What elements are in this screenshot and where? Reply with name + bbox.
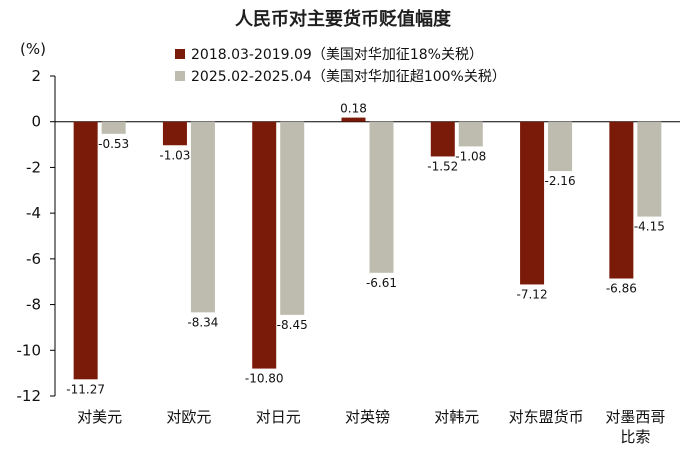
- data-label-series-2-1: -0.53: [98, 137, 129, 151]
- bar-series-1-3: [252, 121, 277, 369]
- data-label-series-1-1: -11.27: [66, 382, 105, 396]
- data-label-series-1-3: -10.80: [245, 372, 284, 386]
- x-category-label: 对东盟货币: [509, 408, 584, 426]
- data-label-series-1-2: -1.03: [159, 148, 190, 162]
- bar-series-2-4: [369, 121, 394, 273]
- x-axis-category-labels: 对美元 对欧元 对日元 对英镑 对韩元 对东盟货币 对墨西哥比索: [77, 408, 665, 446]
- bar-series-1-6: [520, 121, 545, 285]
- legend-label-series-1: 2018.03-2019.09（美国对华加征18%关税）: [191, 47, 483, 63]
- legend: 2018.03-2019.09（美国对华加征18%关税） 2025.02-202…: [175, 47, 506, 85]
- data-label-series-2-4: -6.61: [366, 276, 397, 290]
- bar-series-2-6: [548, 121, 573, 172]
- bar-series-1-4: [341, 117, 366, 122]
- y-tick-label: 2: [31, 67, 41, 85]
- y-tick-label: 0: [31, 113, 41, 131]
- y-tick-label: -4: [26, 204, 41, 222]
- y-tick-label: -6: [26, 250, 41, 268]
- x-category-label: 对日元: [256, 408, 301, 426]
- data-label-series-1-4: 0.18: [340, 102, 367, 116]
- x-category-label: 对墨西哥比索: [605, 408, 665, 446]
- bar-series-1-5: [430, 121, 455, 157]
- data-label-series-2-7: -4.15: [634, 220, 665, 234]
- bar-series-2-2: [190, 121, 215, 313]
- data-label-series-1-6: -7.12: [517, 287, 548, 301]
- x-category-label: 对英镑: [345, 408, 390, 426]
- legend-swatch-series-2: [175, 71, 185, 81]
- data-labels: -11.27 -0.53 -1.03 -8.34 -10.80 -8.45 0.18 -6.6…: [66, 102, 665, 397]
- data-label-series-2-2: -8.34: [187, 315, 218, 329]
- data-label-series-2-6: -2.16: [545, 174, 576, 188]
- bar-series-2-7: [637, 121, 662, 217]
- y-tick-label: -10: [17, 341, 42, 359]
- y-tick-label: -12: [17, 387, 42, 405]
- y-axis-unit-label: (%): [20, 40, 46, 58]
- x-category-label: 对美元: [77, 408, 122, 426]
- data-label-series-2-3: -8.45: [277, 318, 308, 332]
- chart-title: 人民币对主要货币贬值幅度: [235, 8, 452, 30]
- x-category-label: 对欧元: [166, 408, 211, 426]
- y-axis: 2 0 -2 -4 -6 -8 -10 -12: [17, 67, 680, 405]
- y-tick-label: -2: [26, 158, 41, 176]
- x-category-label: 对韩元: [434, 408, 479, 426]
- bar-series-2-5: [458, 121, 483, 147]
- bar-series-2-3: [280, 121, 305, 315]
- y-tick-label: -8: [26, 296, 41, 314]
- data-label-series-2-5: -1.08: [455, 149, 486, 163]
- legend-swatch-series-1: [175, 49, 185, 59]
- bar-series-2-1: [101, 121, 126, 134]
- legend-label-series-2: 2025.02-2025.04（美国对华加征超100%关税）: [191, 69, 506, 85]
- bars: [73, 117, 662, 380]
- data-label-series-1-5: -1.52: [427, 159, 458, 173]
- bar-series-1-7: [609, 121, 634, 279]
- bar-series-1-1: [73, 121, 98, 380]
- data-label-series-1-7: -6.86: [606, 282, 637, 296]
- bar-series-1-2: [162, 121, 187, 146]
